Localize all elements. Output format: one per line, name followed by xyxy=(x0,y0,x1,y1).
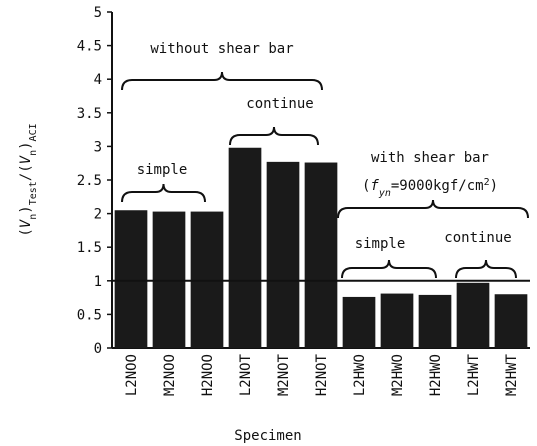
y-axis-label-part: ( xyxy=(18,228,34,236)
y-axis-label-part: ) xyxy=(18,141,34,149)
x-tick-label: H2NOO xyxy=(200,354,216,396)
y-tick-label: 3 xyxy=(94,139,102,155)
x-tick-label: L2NOO xyxy=(124,354,140,396)
x-tick-label: H2NOT xyxy=(314,353,330,396)
y-tick-label: 0 xyxy=(94,341,102,357)
bar xyxy=(228,147,262,348)
formula-part: yn xyxy=(378,188,391,199)
formula-part: 2 xyxy=(484,177,490,188)
y-axis-label-part: /( xyxy=(18,164,34,181)
brace xyxy=(121,71,323,91)
formula-part: ( xyxy=(362,178,370,194)
y-axis-label-part: n xyxy=(28,214,39,220)
annotation: continue xyxy=(246,96,313,112)
y-tick-label: 5 xyxy=(94,5,102,21)
y-tick-label: 1 xyxy=(94,274,102,290)
bar xyxy=(266,161,300,348)
bar xyxy=(456,282,490,348)
x-tick-label: L2HWO xyxy=(352,354,368,396)
annotation: with shear bar xyxy=(371,150,489,166)
x-tick-label: M2HWO xyxy=(390,354,406,396)
x-tick-label: M2HWT xyxy=(504,353,520,396)
bar xyxy=(114,210,148,348)
y-axis-label-part: n xyxy=(28,150,39,156)
x-tick-label: M2NOT xyxy=(276,353,292,396)
y-tick-label: 2.5 xyxy=(77,173,102,189)
y-axis-label-part: V xyxy=(18,154,34,164)
y-tick-label: 0.5 xyxy=(77,307,102,323)
x-axis-label: Specimen xyxy=(234,428,301,444)
y-tick-label: 3.5 xyxy=(77,106,102,122)
annotation: simple xyxy=(137,162,188,178)
y-axis-label-part: ) xyxy=(18,205,34,213)
brace xyxy=(337,199,529,219)
brace xyxy=(121,183,206,203)
formula-part: ) xyxy=(490,178,498,194)
bar xyxy=(494,294,528,348)
x-tick-label: M2NOO xyxy=(162,354,178,396)
brace xyxy=(229,126,319,146)
x-tick-label: L2HWT xyxy=(466,353,482,396)
y-axis-label: (Vn)Test/(Vn)ACI xyxy=(18,123,39,236)
annotation: without shear bar xyxy=(150,41,293,57)
y-tick-label: 4.5 xyxy=(77,39,102,55)
formula-part: =9000kgf/cm xyxy=(391,178,484,194)
y-axis-label-part: ACI xyxy=(28,123,39,141)
annotation: continue xyxy=(444,230,511,246)
bar xyxy=(304,162,338,348)
bar xyxy=(418,294,452,348)
annotation: simple xyxy=(355,236,406,252)
formula-part: f xyxy=(370,178,379,194)
brace xyxy=(455,259,517,279)
bar xyxy=(380,293,414,348)
bar xyxy=(342,296,376,348)
x-tick-label: L2NOT xyxy=(238,353,254,396)
y-tick-label: 2 xyxy=(94,207,102,223)
y-tick-label: 1.5 xyxy=(77,240,102,256)
bar xyxy=(152,211,186,348)
y-axis-label-part: V xyxy=(18,218,34,228)
formula: (fyn=9000kgf/cm2) xyxy=(362,177,498,199)
x-tick-label: H2HWO xyxy=(428,354,444,396)
brace xyxy=(341,259,437,279)
y-tick-label: 4 xyxy=(94,72,102,88)
y-axis-label-part: Test xyxy=(28,181,39,205)
bar xyxy=(190,211,224,348)
